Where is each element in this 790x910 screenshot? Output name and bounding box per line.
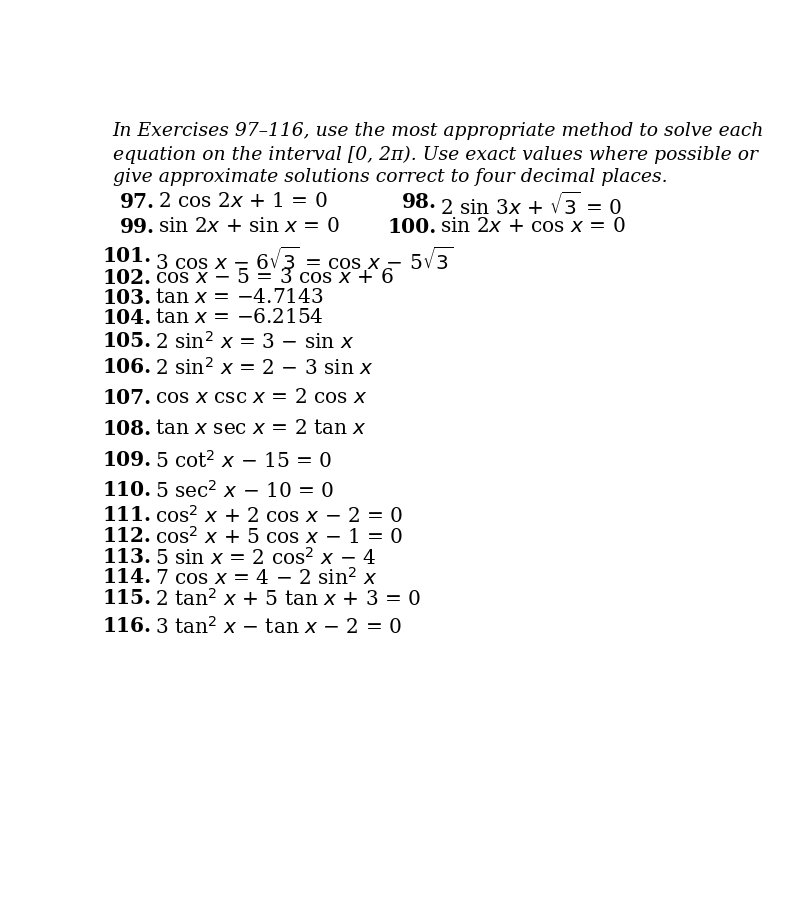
Text: 2 cos 2$\mathit{x}$ + 1 = 0: 2 cos 2$\mathit{x}$ + 1 = 0 [158,192,327,210]
Text: 104.: 104. [102,308,152,328]
Text: tan $\mathit{x}$ = −4.7143: tan $\mathit{x}$ = −4.7143 [155,288,323,307]
Text: 99.: 99. [119,217,155,237]
Text: sin 2$\mathit{x}$ + sin $\mathit{x}$ = 0: sin 2$\mathit{x}$ + sin $\mathit{x}$ = 0 [158,217,340,236]
Text: 101.: 101. [103,247,152,267]
Text: cos$^2$ $\mathit{x}$ + 2 cos $\mathit{x}$ − 2 = 0: cos$^2$ $\mathit{x}$ + 2 cos $\mathit{x}… [155,505,403,527]
Text: equation on the interval [0, 2π). Use exact values where possible or: equation on the interval [0, 2π). Use ex… [113,146,758,164]
Text: 2 sin$^2$ $\mathit{x}$ = 3 − sin $\mathit{x}$: 2 sin$^2$ $\mathit{x}$ = 3 − sin $\mathi… [155,331,354,353]
Text: 7 cos $\mathit{x}$ = 4 − 2 sin$^2$ $\mathit{x}$: 7 cos $\mathit{x}$ = 4 − 2 sin$^2$ $\mat… [155,567,377,590]
Text: 109.: 109. [103,450,152,470]
Text: 114.: 114. [103,567,152,587]
Text: 108.: 108. [103,419,152,439]
Text: 110.: 110. [103,480,152,501]
Text: 103.: 103. [103,288,152,308]
Text: cos$^2$ $\mathit{x}$ + 5 cos $\mathit{x}$ − 1 = 0: cos$^2$ $\mathit{x}$ + 5 cos $\mathit{x}… [155,526,403,548]
Text: 2 tan$^2$ $\mathit{x}$ + 5 tan $\mathit{x}$ + 3 = 0: 2 tan$^2$ $\mathit{x}$ + 5 tan $\mathit{… [155,588,420,610]
Text: 106.: 106. [103,357,152,377]
Text: 5 sin $\mathit{x}$ = 2 cos$^2$ $\mathit{x}$ − 4: 5 sin $\mathit{x}$ = 2 cos$^2$ $\mathit{… [155,547,376,569]
Text: tan $\mathit{x}$ = −6.2154: tan $\mathit{x}$ = −6.2154 [155,308,323,327]
Text: 3 tan$^2$ $\mathit{x}$ − tan $\mathit{x}$ − 2 = 0: 3 tan$^2$ $\mathit{x}$ − tan $\mathit{x}… [155,616,401,638]
Text: 5 sec$^2$ $\mathit{x}$ − 10 = 0: 5 sec$^2$ $\mathit{x}$ − 10 = 0 [155,480,333,502]
Text: 107.: 107. [103,388,152,408]
Text: 2 sin 3$\mathit{x}$ + $\sqrt{3}$ = 0: 2 sin 3$\mathit{x}$ + $\sqrt{3}$ = 0 [440,192,622,219]
Text: tan $\mathit{x}$ sec $\mathit{x}$ = 2 tan $\mathit{x}$: tan $\mathit{x}$ sec $\mathit{x}$ = 2 ta… [155,419,367,438]
Text: give approximate solutions correct to four decimal places.: give approximate solutions correct to fo… [113,168,668,187]
Text: 3 cos $\mathit{x}$ − 6$\sqrt{3}$ = cos $\mathit{x}$ − 5$\sqrt{3}$: 3 cos $\mathit{x}$ − 6$\sqrt{3}$ = cos $… [155,247,453,274]
Text: 97.: 97. [119,192,155,212]
Text: 112.: 112. [103,526,152,546]
Text: 2 sin$^2$ $\mathit{x}$ = 2 − 3 sin $\mathit{x}$: 2 sin$^2$ $\mathit{x}$ = 2 − 3 sin $\mat… [155,357,373,379]
Text: 113.: 113. [103,547,152,567]
Text: 105.: 105. [103,331,152,351]
Text: 111.: 111. [103,505,152,525]
Text: In Exercises 97–116, use the most appropriate method to solve each: In Exercises 97–116, use the most approp… [113,122,764,140]
Text: 102.: 102. [103,268,152,288]
Text: 98.: 98. [401,192,437,212]
Text: sin 2$\mathit{x}$ + cos $\mathit{x}$ = 0: sin 2$\mathit{x}$ + cos $\mathit{x}$ = 0 [440,217,626,236]
Text: 116.: 116. [103,616,152,636]
Text: cos $\mathit{x}$ csc $\mathit{x}$ = 2 cos $\mathit{x}$: cos $\mathit{x}$ csc $\mathit{x}$ = 2 co… [155,388,367,407]
Text: 100.: 100. [387,217,437,237]
Text: cos $\mathit{x}$ − 5 = 3 cos $\mathit{x}$ + 6: cos $\mathit{x}$ − 5 = 3 cos $\mathit{x}… [155,268,393,287]
Text: 115.: 115. [103,588,152,608]
Text: 5 cot$^2$ $\mathit{x}$ − 15 = 0: 5 cot$^2$ $\mathit{x}$ − 15 = 0 [155,450,332,471]
